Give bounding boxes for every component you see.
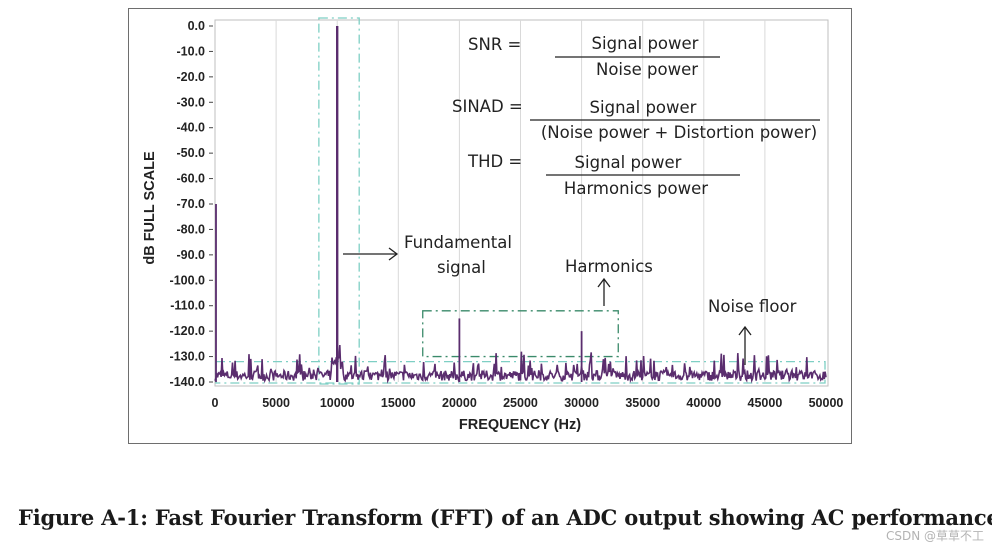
x-tick-label: 15000: [381, 396, 416, 410]
noise-floor-label: Noise floor: [708, 297, 797, 316]
thd-numerator: Signal power: [575, 153, 682, 172]
y-tick-label: 0.0: [188, 19, 205, 33]
y-tick-label: -60.0: [177, 172, 206, 186]
x-tick-label: 25000: [503, 396, 538, 410]
harmonics-label: Harmonics: [565, 257, 653, 276]
sinad-label: SINAD =: [452, 97, 523, 116]
y-tick-label: -10.0: [177, 44, 206, 58]
y-tick-label: -20.0: [177, 70, 206, 84]
thd-denominator: Harmonics power: [564, 179, 708, 198]
y-tick-label: -80.0: [177, 222, 206, 236]
plot-area: [214, 19, 829, 387]
x-tick-label: 45000: [748, 396, 783, 410]
x-tick-label: 10000: [320, 396, 355, 410]
x-tick-label: 20000: [442, 396, 477, 410]
y-tick-label: -120.0: [170, 324, 205, 338]
fundamental-label-line1: Fundamental: [404, 233, 512, 252]
x-tick-label: 5000: [262, 396, 290, 410]
snr-numerator: Signal power: [592, 34, 699, 53]
snr-denominator: Noise power: [596, 60, 698, 79]
x-axis-label: FREQUENCY (Hz): [459, 417, 581, 433]
y-tick-label: -50.0: [177, 146, 206, 160]
fundamental-arrow: [343, 247, 399, 261]
noise-floor-arrow: [738, 325, 752, 365]
axis-layer: 0.0 -10.0 -20.0 -30.0 -40.0 -50.0 -60.0 -70.0 -8…: [170, 19, 844, 410]
grid-layer: [214, 19, 829, 387]
y-tick-label: -130.0: [170, 350, 205, 364]
sinad-denominator: (Noise power + Distortion power): [541, 123, 817, 142]
y-axis-label: dB FULL SCALE: [142, 151, 158, 265]
y-tick-label: -140.0: [170, 375, 205, 389]
y-tick-label: -70.0: [177, 197, 206, 211]
sinad-numerator: Signal power: [590, 98, 697, 117]
x-tick-label: 50000: [809, 396, 844, 410]
x-tick-label: 35000: [625, 396, 660, 410]
fundamental-highlight-box: [318, 17, 360, 385]
fundamental-label-line2: signal: [437, 258, 486, 277]
harmonics-highlight-box: [422, 310, 619, 358]
snr-label: SNR =: [468, 35, 521, 54]
y-tick-label: -90.0: [177, 248, 206, 262]
thd-label: THD =: [467, 152, 522, 171]
watermark: CSDN @草草不工: [885, 529, 984, 543]
trace-layer: [214, 26, 827, 384]
y-tick-label: -40.0: [177, 121, 206, 135]
y-tick-label: -30.0: [177, 95, 206, 109]
y-tick-label: -100.0: [170, 273, 205, 287]
y-tick-label: -110.0: [170, 299, 205, 313]
harmonics-arrow: [597, 277, 611, 306]
noise-floor-trace: [214, 344, 827, 384]
x-tick-label: 0: [212, 396, 219, 410]
x-tick-label: 40000: [686, 396, 721, 410]
x-tick-label: 30000: [564, 396, 599, 410]
figure-caption: Figure A-1: Fast Fourier Transform (FFT)…: [18, 505, 992, 530]
